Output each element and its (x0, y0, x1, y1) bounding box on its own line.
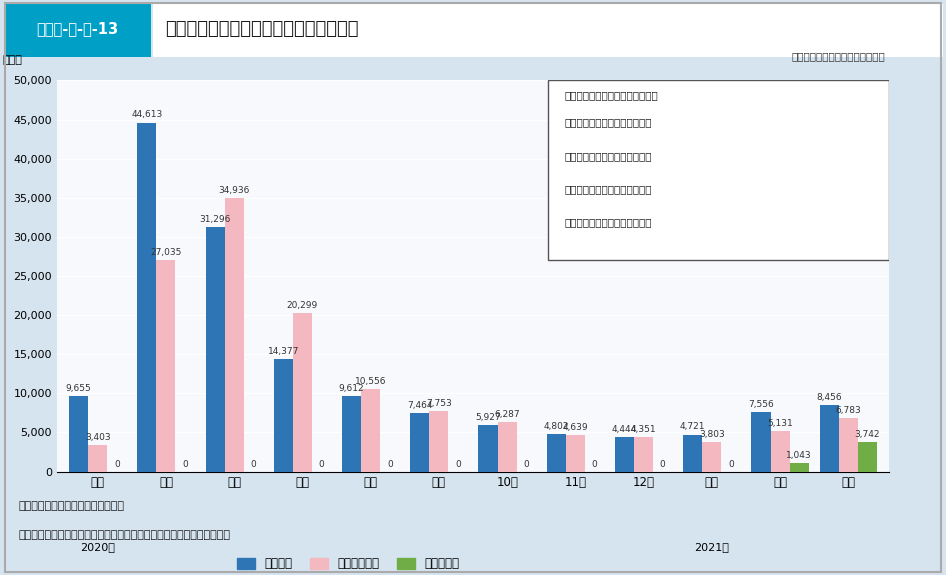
Text: 4,444: 4,444 (612, 424, 637, 434)
Text: 令和３年５月６日現在（速報値）: 令和３年５月６日現在（速報値） (791, 51, 885, 61)
Text: 【決定件数】１３４，９７６件: 【決定件数】１３４，９７６件 (565, 151, 652, 161)
Text: 0: 0 (114, 460, 120, 469)
Text: 3,803: 3,803 (699, 430, 725, 439)
Bar (137, 122, 156, 472)
Text: （件）: （件） (3, 55, 23, 65)
Bar (411, 413, 429, 471)
Text: 7,556: 7,556 (748, 400, 774, 409)
Text: 31,296: 31,296 (200, 214, 231, 224)
Text: 4,351: 4,351 (631, 426, 657, 434)
Bar (205, 227, 224, 472)
Text: 8,456: 8,456 (816, 393, 842, 402)
Text: 0: 0 (183, 460, 188, 469)
Text: 【再支給件数】　４，７８５件: 【再支給件数】 ４，７８５件 (565, 184, 652, 194)
Text: 【支給済額】　３０６．０億円: 【支給済額】 ３０６．０億円 (565, 217, 652, 227)
Text: 27,035: 27,035 (150, 248, 182, 257)
Bar (224, 198, 244, 472)
Bar (498, 422, 517, 472)
Text: 10,556: 10,556 (355, 377, 386, 386)
Text: 2020年: 2020年 (80, 542, 115, 552)
Bar (547, 434, 566, 472)
Text: 4,721: 4,721 (680, 423, 706, 431)
Text: 4,802: 4,802 (544, 422, 569, 431)
Bar (429, 411, 448, 472)
Text: 0: 0 (523, 460, 529, 469)
Text: 【申請件数】１５２，９２３件: 【申請件数】１５２，９２３件 (565, 118, 652, 128)
Bar (819, 405, 839, 472)
Bar (858, 442, 877, 472)
Text: 0: 0 (251, 460, 256, 469)
Text: 令和２年４月〜令和３年３月累計: 令和２年４月〜令和３年３月累計 (565, 90, 658, 100)
Text: 0: 0 (455, 460, 461, 469)
Text: 0: 0 (728, 460, 734, 469)
Text: 4,639: 4,639 (563, 423, 588, 432)
Text: 6,287: 6,287 (495, 410, 520, 419)
Bar (770, 431, 790, 472)
Bar (615, 437, 634, 471)
FancyBboxPatch shape (548, 81, 889, 260)
Text: 1,043: 1,043 (786, 451, 812, 460)
Text: 14,377: 14,377 (268, 347, 299, 356)
Text: 5,131: 5,131 (767, 419, 793, 428)
Bar (88, 445, 107, 472)
Bar (293, 313, 312, 472)
Bar (702, 442, 722, 472)
Text: 2021年: 2021年 (694, 542, 729, 552)
Bar (683, 435, 702, 471)
Text: 44,613: 44,613 (131, 110, 163, 120)
Text: 6,783: 6,783 (835, 407, 861, 415)
Text: 住居確保給付金の申請・決定件数の推移: 住居確保給付金の申請・決定件数の推移 (166, 20, 359, 38)
Bar (361, 389, 380, 472)
Bar (156, 260, 176, 472)
Text: 図表１-２-１-13: 図表１-２-１-13 (37, 21, 118, 36)
Bar (790, 463, 809, 472)
Text: 5,927: 5,927 (475, 413, 500, 422)
Bar (634, 438, 653, 471)
Bar (273, 359, 293, 472)
Text: 資料：厚生労働省社会・援護局調べ: 資料：厚生労働省社会・援護局調べ (19, 501, 125, 511)
Text: 20,299: 20,299 (287, 301, 318, 309)
Text: 0: 0 (319, 460, 324, 469)
Bar (479, 425, 498, 472)
Legend: 申請件数, 新規決定件数, 再支給件数: 申請件数, 新規決定件数, 再支給件数 (233, 553, 464, 575)
Bar (839, 419, 858, 471)
Bar (566, 435, 585, 471)
FancyBboxPatch shape (153, 4, 943, 58)
Text: 3,742: 3,742 (854, 430, 880, 439)
Text: 7,464: 7,464 (407, 401, 432, 410)
Bar (69, 396, 88, 471)
Bar (751, 412, 770, 471)
Bar (342, 396, 361, 471)
Text: 3,403: 3,403 (85, 433, 111, 442)
Text: 9,655: 9,655 (65, 384, 92, 393)
Text: 9,612: 9,612 (339, 384, 364, 393)
Text: 0: 0 (387, 460, 393, 469)
Text: 0: 0 (659, 460, 666, 469)
Text: 7,753: 7,753 (426, 398, 452, 408)
Text: （注）　件数・金額については、速報値のため変動する可能性がある。: （注） 件数・金額については、速報値のため変動する可能性がある。 (19, 530, 231, 539)
FancyBboxPatch shape (5, 4, 151, 58)
Text: 34,936: 34,936 (219, 186, 250, 195)
Text: 0: 0 (591, 460, 597, 469)
